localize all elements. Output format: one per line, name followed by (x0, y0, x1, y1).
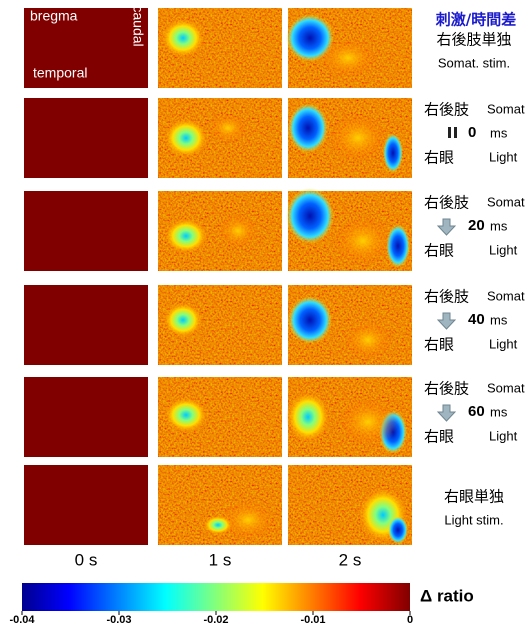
image-panel (24, 285, 148, 365)
delay: 0 (468, 124, 476, 141)
stimulus: 右後肢 (424, 194, 469, 212)
column-label: 1 s (209, 550, 232, 569)
activity (388, 516, 408, 544)
panel-bg (24, 377, 148, 457)
image-panel (158, 98, 282, 178)
stimulus: 右後肢 (424, 288, 469, 306)
delay-unit: ms (490, 218, 508, 233)
image-panel (288, 98, 412, 178)
activity (328, 113, 388, 163)
image-panel (158, 377, 282, 457)
activity (318, 38, 378, 78)
image-panel (24, 191, 148, 271)
image-panel (288, 465, 412, 545)
delay-unit: ms (490, 312, 508, 327)
activity (288, 296, 332, 344)
tick-label: -0.02 (203, 614, 228, 626)
delay-arrow (438, 313, 455, 329)
delay-unit: ms (490, 404, 508, 419)
stimulus: 右眼 (424, 242, 454, 260)
activity (163, 302, 203, 338)
row-label: 右眼単独 (444, 488, 504, 506)
stimulus: 右眼 (424, 149, 454, 167)
activity (164, 397, 208, 433)
figure: 刺激/時間差 bregma temporal caudal 0 s 1 s 2 s 右後肢単… (0, 0, 532, 627)
delay: 20 (468, 217, 485, 234)
colorbar (22, 583, 410, 611)
delay: 40 (468, 311, 485, 328)
colorbar-label: Δ ratio (420, 586, 474, 605)
image-panel (158, 191, 282, 271)
row-sublabel: Somat. stim. (438, 55, 510, 70)
image-panel (158, 8, 282, 88)
activity (333, 216, 393, 266)
activity (203, 515, 233, 535)
orientation-label: bregma (30, 8, 78, 24)
activity (208, 113, 248, 143)
activity (338, 397, 398, 447)
delay-unit: ms (490, 125, 508, 140)
image-panel (24, 465, 148, 545)
activity (343, 320, 393, 360)
orientation-label: temporal (33, 65, 87, 81)
simultaneous-icon (448, 127, 451, 138)
stimulus-en: Light (489, 149, 518, 164)
delay-arrow (438, 219, 455, 235)
activity (218, 213, 258, 249)
tick-label: 0 (407, 614, 413, 626)
panel-bg (24, 98, 148, 178)
stimulus-en: Somat (487, 101, 525, 116)
stimulus-en: Somat (487, 194, 525, 209)
stimulus-en: Light (489, 428, 518, 443)
panel-bg (24, 191, 148, 271)
tick-label: -0.03 (106, 614, 131, 626)
stimulus-en: Somat (487, 288, 525, 303)
image-panel (158, 465, 282, 545)
tick-label: -0.04 (9, 614, 35, 626)
image-panel (24, 98, 148, 178)
stimulus-en: Light (489, 242, 518, 257)
activity (164, 118, 208, 158)
activity (164, 218, 208, 254)
activity (286, 188, 334, 244)
panel-bg (24, 285, 148, 365)
row-label: 右後肢単独 (436, 31, 511, 49)
image-panel (286, 377, 412, 457)
orientation-label: caudal (130, 5, 146, 46)
simultaneous-icon (454, 127, 457, 138)
delay: 60 (468, 403, 485, 420)
header: 刺激/時間差 (436, 11, 516, 29)
column-label: 2 s (339, 550, 362, 569)
image-panel (286, 8, 412, 88)
stimulus-en: Somat (487, 380, 525, 395)
stimulus-en: Light (489, 336, 518, 351)
row-sublabel: Light stim. (444, 512, 503, 527)
tick-label: -0.01 (300, 614, 325, 626)
image-panel (24, 377, 148, 457)
stimulus: 右後肢 (424, 380, 469, 398)
stimulus: 右眼 (424, 428, 454, 446)
stimulus: 右眼 (424, 336, 454, 354)
image-panel (286, 188, 412, 271)
panel-bg (24, 465, 148, 545)
page: {"header": "刺激/時間差", "orientation": {"br… (0, 0, 532, 627)
image-panel (288, 285, 412, 365)
delay-arrow (438, 405, 455, 421)
activity (161, 18, 205, 58)
column-label: 0 s (75, 550, 98, 569)
activity (288, 103, 328, 153)
image-panel (158, 285, 282, 365)
stimulus: 右後肢 (424, 101, 469, 119)
activity (286, 391, 330, 443)
